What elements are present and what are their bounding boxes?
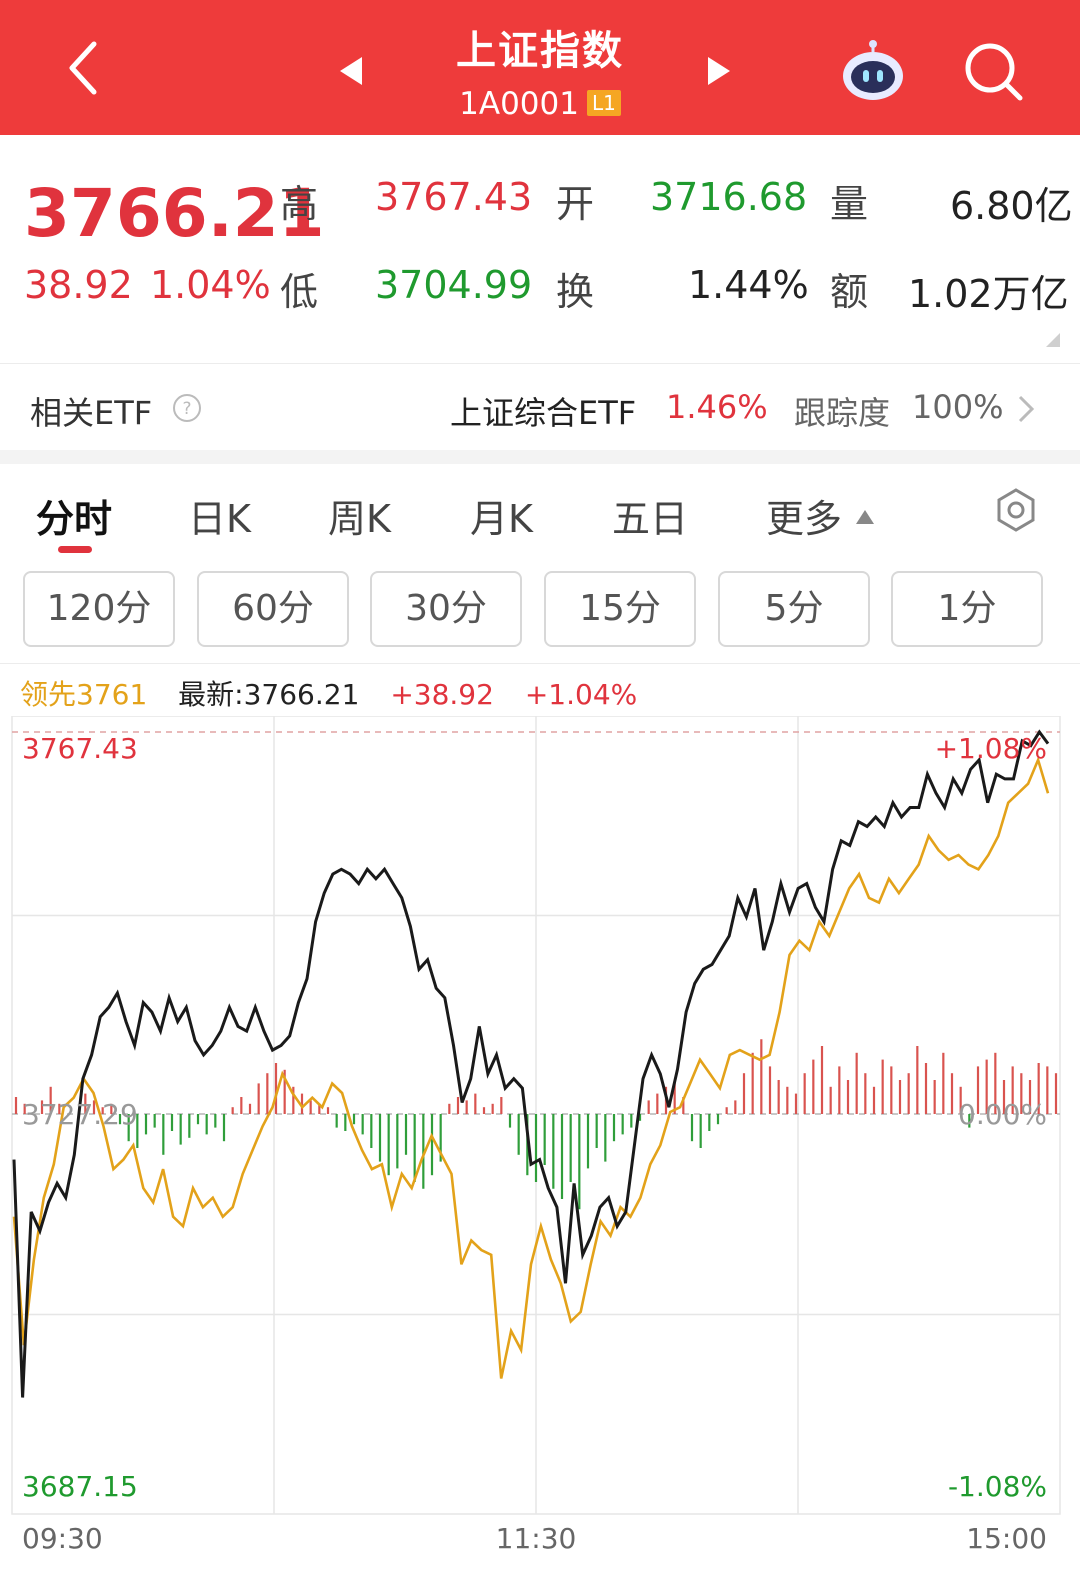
etf-percent: 1.46%: [666, 388, 768, 426]
latest-price-label: 最新:3766.21: [178, 678, 360, 711]
y-axis-top-label: 3767.43: [22, 732, 138, 765]
tab-monthly-k[interactable]: 月K: [470, 497, 533, 541]
period-selector: 120分 60分 30分 15分 5分 1分: [0, 571, 1080, 649]
top-bar: 上证指数 1A0001 L1: [0, 0, 1080, 135]
previous-stock-icon[interactable]: [338, 55, 364, 87]
change-percent: 1.04%: [150, 263, 271, 307]
volume-label: 量: [830, 182, 869, 226]
related-etf-row[interactable]: 相关ETF ? 上证综合ETF 1.46% 跟踪度 100%: [0, 364, 1080, 450]
high-value: 3767.43: [375, 175, 533, 219]
stock-code-row: 1A0001 L1: [390, 86, 690, 122]
x-axis-label-midday: 11:30: [496, 1522, 577, 1555]
quote-panel: 3766.21 38.92 1.04% 高 3767.43 低 3704.99 …: [0, 135, 1080, 363]
y-axis-bottom-label: 3687.15: [22, 1470, 138, 1503]
volume-bars: [14, 1039, 1058, 1210]
tab-more[interactable]: 更多: [766, 488, 876, 543]
robot-assistant-icon[interactable]: [840, 38, 906, 104]
period-1min-button[interactable]: 1分: [891, 571, 1043, 647]
change-value: 38.92: [24, 263, 133, 307]
tab-five-day[interactable]: 五日: [612, 497, 689, 541]
chart-tabs: 分时 日K 周K 月K 五日 更多: [0, 464, 1080, 559]
section-gap: [0, 450, 1080, 464]
latest-change-label: +38.92: [390, 678, 494, 711]
search-icon[interactable]: [962, 40, 1026, 104]
intraday-chart[interactable]: 3767.43 3727.29 3687.15 +1.08% 0.00% -1.…: [0, 716, 1080, 1580]
tab-weekly-k[interactable]: 周K: [328, 497, 391, 541]
latest-pct-label: +1.04%: [524, 678, 638, 711]
lead-indicator-label: 领先3761: [20, 678, 148, 711]
divider: [0, 663, 1080, 664]
period-15min-button[interactable]: 15分: [544, 571, 696, 647]
stock-code: 1A0001: [459, 86, 579, 122]
back-arrow-icon[interactable]: [60, 38, 110, 98]
divider: [0, 363, 1080, 364]
high-label: 高: [280, 182, 319, 226]
amount-value: 1.02万亿: [908, 272, 1069, 316]
low-value: 3704.99: [375, 263, 533, 307]
low-label: 低: [280, 270, 319, 314]
tab-intraday[interactable]: 分时: [36, 497, 113, 541]
tab-daily-k[interactable]: 日K: [188, 497, 251, 541]
period-30min-button[interactable]: 30分: [370, 571, 522, 647]
settings-icon[interactable]: [994, 488, 1038, 532]
page-title: 上证指数: [456, 28, 624, 74]
pct-axis-top-label: +1.08%: [935, 732, 1047, 765]
x-axis-label-open: 09:30: [22, 1522, 103, 1555]
intraday-chart-svg: 3767.43 3727.29 3687.15 +1.08% 0.00% -1.…: [11, 716, 1061, 1555]
help-icon[interactable]: ?: [172, 393, 202, 423]
period-60min-button[interactable]: 60分: [197, 571, 349, 647]
expand-corner-icon[interactable]: [1046, 333, 1060, 347]
level-badge: L1: [586, 90, 621, 116]
period-120min-button[interactable]: 120分: [23, 571, 175, 647]
pct-axis-bottom-label: -1.08%: [948, 1470, 1047, 1503]
tab-more-label: 更多: [766, 497, 843, 541]
chart-legend: 领先3761 最新:3766.21 +38.92 +1.04%: [20, 673, 659, 713]
tracking-label: 跟踪度: [794, 394, 891, 432]
y-axis-mid-label: 3727.29: [22, 1098, 138, 1131]
lead-indicator-line: [12, 756, 1050, 1379]
next-stock-icon[interactable]: [706, 55, 732, 87]
open-label: 开: [556, 182, 595, 226]
amount-label: 额: [830, 270, 869, 314]
svg-text:?: ?: [182, 399, 191, 419]
period-5min-button[interactable]: 5分: [718, 571, 870, 647]
chevron-right-icon: [1018, 395, 1035, 423]
price-line: [12, 729, 1050, 1398]
pct-axis-mid-label: 0.00%: [958, 1098, 1047, 1131]
turnover-value: 1.44%: [688, 263, 809, 307]
current-price: 3766.21: [24, 175, 325, 252]
active-tab-indicator: [58, 546, 92, 553]
volume-value: 6.80亿: [950, 184, 1073, 228]
triangle-up-icon: [856, 510, 875, 524]
open-value: 3716.68: [650, 175, 808, 219]
related-etf-label: 相关ETF: [30, 394, 153, 432]
turnover-label: 换: [556, 270, 595, 314]
tracking-value: 100%: [912, 388, 1004, 426]
x-axis-label-close: 15:00: [966, 1522, 1047, 1555]
etf-name: 上证综合ETF: [450, 394, 637, 432]
